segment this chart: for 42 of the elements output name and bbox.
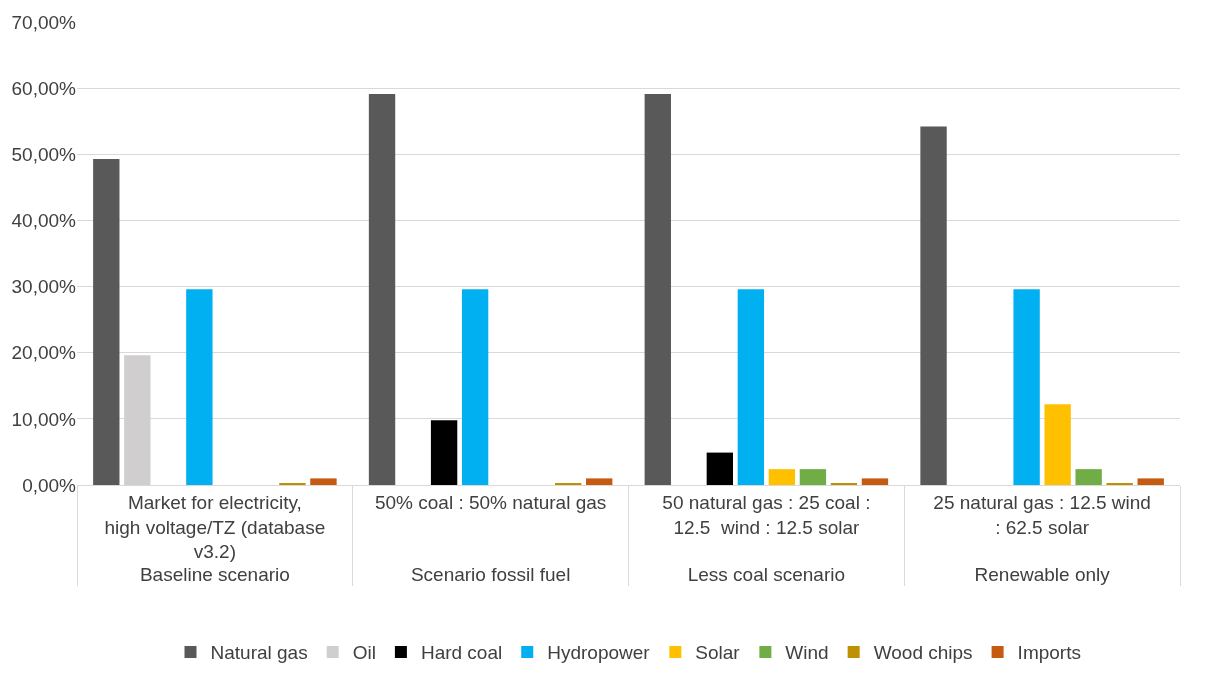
y-tick-label: 20,00% — [11, 342, 77, 364]
bar — [1013, 289, 1040, 485]
bar — [93, 158, 120, 485]
y-tick-label: 70,00% — [11, 11, 77, 33]
bar — [586, 478, 613, 485]
text: Scenario fossil fuel — [410, 564, 571, 586]
bar — [737, 289, 765, 485]
bar — [706, 452, 734, 485]
y-tick-label: 30,00% — [11, 276, 77, 298]
y-tick-label: 40,00% — [11, 210, 77, 232]
legend-label: Natural gas — [210, 642, 308, 664]
y-tick-label: 50,00% — [11, 143, 77, 165]
bar — [310, 478, 337, 485]
text: Renewable only — [974, 564, 1111, 586]
x-tick-label: 50% coal : 50% natural gas — [374, 491, 607, 513]
bar — [920, 126, 947, 485]
bar — [1075, 469, 1102, 485]
bar — [430, 420, 458, 485]
bar — [644, 94, 671, 485]
bar — [186, 289, 213, 485]
y-tick-label: 10,00% — [11, 408, 77, 430]
y-tick-label: 0,00% — [22, 474, 77, 496]
legend-label: Wind — [785, 642, 829, 664]
legend-label: Imports — [1017, 642, 1081, 664]
legend-label: Oil — [352, 642, 376, 664]
x-tick-label: 50 natural gas : 25 coal : 12.5 wind : 12.5 solar — [662, 491, 871, 538]
text: Less coal scenario — [687, 564, 846, 586]
legend-label: Hydropower — [547, 642, 651, 664]
legend-label: Solar — [695, 642, 741, 664]
bar — [768, 469, 796, 485]
text: Baseline scenario — [139, 564, 290, 586]
legend-label: Hard coal — [420, 642, 503, 664]
bar — [461, 289, 489, 485]
bar — [368, 94, 396, 485]
bar — [799, 469, 827, 485]
legend-label: Wood chips — [873, 642, 973, 664]
x-tick-label: 25 natural gas : 12.5 wind : 62.5 solar — [933, 491, 1151, 538]
bar — [1044, 404, 1071, 485]
y-tick-label: 60,00% — [11, 77, 77, 99]
bar — [861, 478, 889, 485]
bar — [1137, 478, 1164, 485]
x-tick-label: Market for electricity, high voltage/TZ (database v3.2) — [104, 491, 326, 563]
